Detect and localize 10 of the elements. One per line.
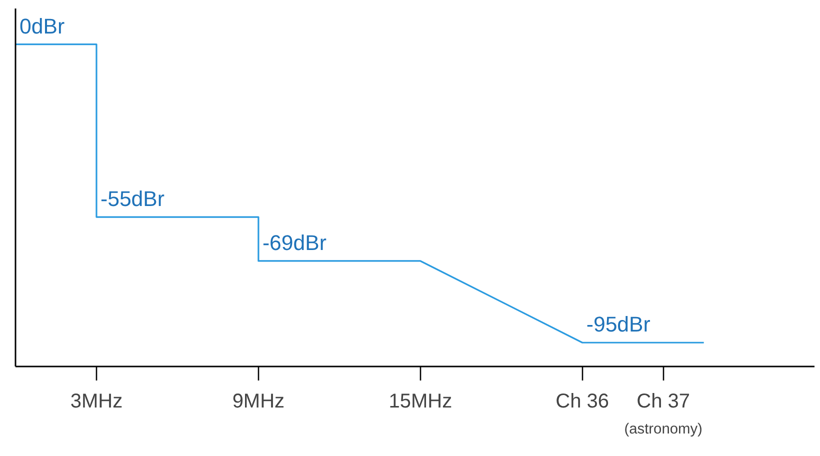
x-tick-label: Ch 36 — [556, 390, 610, 412]
x-tick-label: 15MHz — [388, 390, 452, 412]
data-label: -69dBr — [262, 230, 326, 255]
x-tick-label: Ch 37 — [636, 390, 690, 412]
x-tick-label: 3MHz — [70, 390, 123, 412]
data-label: 0dBr — [20, 14, 65, 38]
x-tick-label: 9MHz — [232, 390, 285, 412]
data-label: -55dBr — [100, 187, 165, 212]
text: (astronomy) — [624, 422, 702, 438]
data-label: -95dBr — [586, 312, 650, 337]
